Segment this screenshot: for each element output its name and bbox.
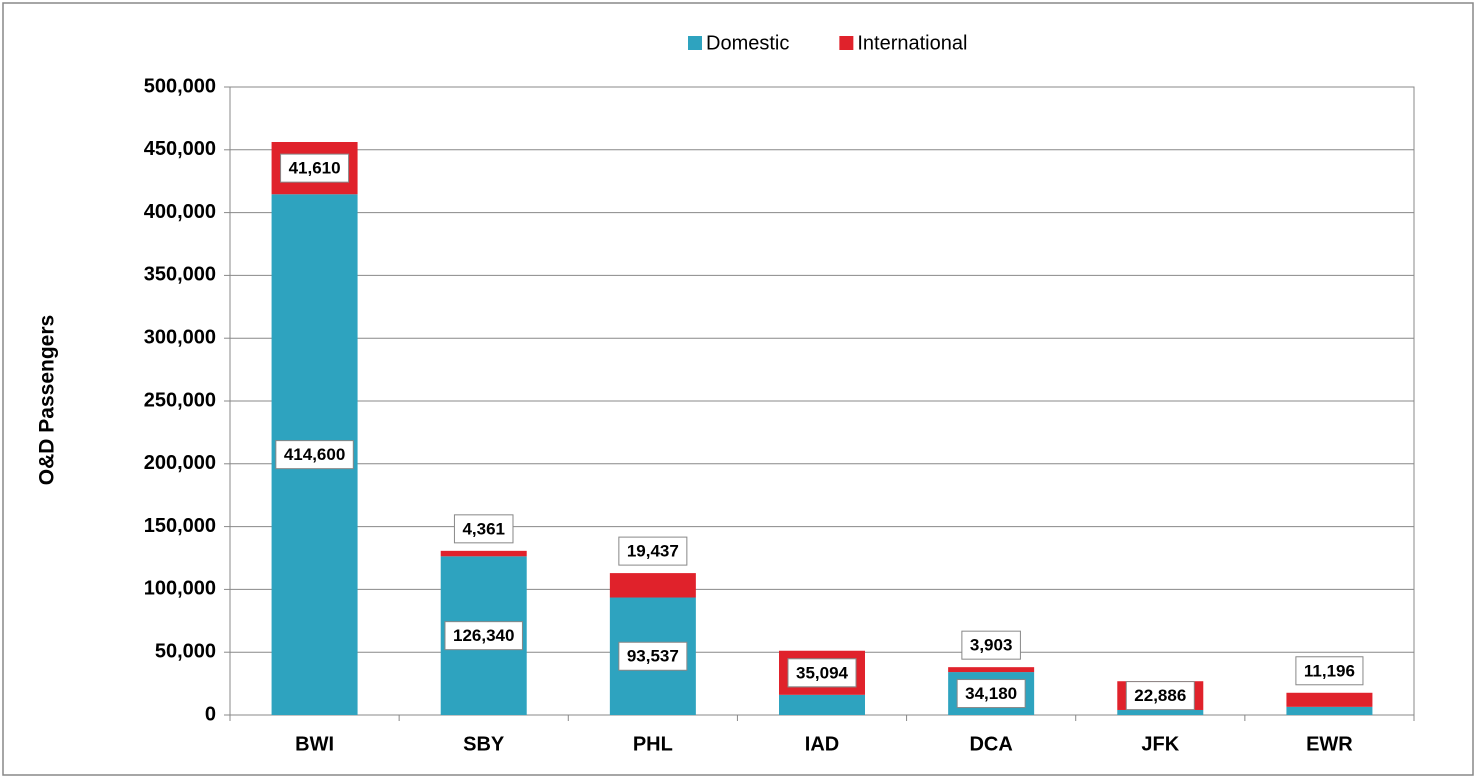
- y-tick-label: 50,000: [155, 640, 216, 662]
- y-tick-label: 450,000: [144, 138, 216, 160]
- data-label: 126,340: [453, 626, 514, 645]
- x-tick-label: BWI: [295, 733, 334, 755]
- y-tick-label: 100,000: [144, 578, 216, 600]
- bar-segment: [609, 573, 696, 598]
- data-label: 19,437: [627, 542, 679, 561]
- x-tick-label: JFK: [1141, 733, 1179, 755]
- data-label: 41,610: [289, 159, 341, 178]
- y-tick-label: 0: [205, 703, 216, 725]
- y-tick-label: 300,000: [144, 326, 216, 348]
- x-tick-label: IAD: [805, 733, 839, 755]
- legend-swatch: [688, 36, 702, 50]
- y-tick-label: 200,000: [144, 452, 216, 474]
- data-label: 93,537: [627, 647, 679, 666]
- bar-segment: [440, 550, 527, 557]
- bar-segment: [779, 694, 865, 715]
- y-tick-label: 350,000: [144, 264, 216, 286]
- y-tick-label: 500,000: [144, 75, 216, 97]
- x-tick-label: PHL: [633, 733, 673, 755]
- data-label-box: [444, 621, 523, 651]
- bar-segment: [1117, 709, 1204, 715]
- x-tick-label: SBY: [463, 733, 505, 755]
- bar-segment: [948, 667, 1035, 673]
- data-label-box: [961, 630, 1021, 660]
- data-label-box: [453, 514, 514, 544]
- data-label: 4,361: [462, 519, 505, 538]
- y-tick-label: 400,000: [144, 201, 216, 223]
- data-label-box: [956, 679, 1026, 709]
- y-tick-label: 150,000: [144, 515, 216, 537]
- data-label-box: [787, 658, 857, 688]
- x-tick-label: DCA: [969, 733, 1012, 755]
- legend-label: Domestic: [706, 32, 789, 54]
- data-label: 35,094: [796, 663, 849, 682]
- data-label: 3,903: [970, 636, 1013, 655]
- bar-segment: [1286, 692, 1373, 707]
- bar-segment: [1286, 706, 1373, 715]
- y-axis-title: O&D Passengers: [36, 315, 59, 485]
- legend-label: International: [857, 32, 967, 54]
- data-label: 34,180: [965, 684, 1017, 703]
- data-label-box: [618, 641, 688, 671]
- data-label-box: [1125, 681, 1195, 711]
- data-label-box: [280, 153, 350, 183]
- data-label: 11,196: [1304, 661, 1355, 680]
- data-label-box: [618, 536, 688, 566]
- x-tick-label: EWR: [1306, 733, 1353, 755]
- data-label: 22,886: [1134, 686, 1186, 705]
- y-tick-label: 250,000: [144, 389, 216, 411]
- legend-swatch: [839, 36, 854, 50]
- data-label: 414,600: [284, 445, 345, 464]
- data-label-box: [1295, 656, 1364, 686]
- data-label-box: [275, 440, 354, 470]
